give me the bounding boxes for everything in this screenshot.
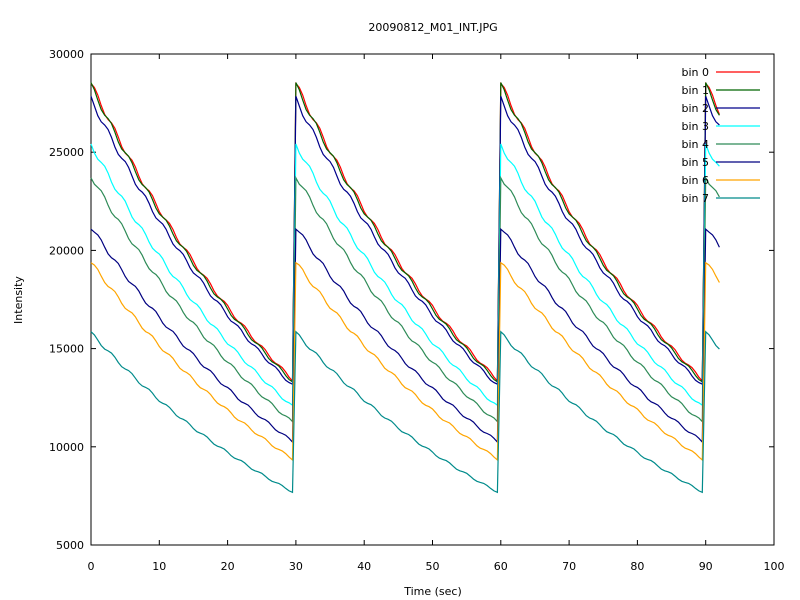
x-tick-label: 50 [426, 560, 440, 573]
y-tick-label: 25000 [49, 146, 84, 159]
x-tick-label: 0 [88, 560, 95, 573]
series-line-bin-6 [90, 261, 720, 462]
legend-label: bin 5 [681, 156, 709, 169]
series-line-bin-4 [90, 175, 720, 424]
legend-label: bin 3 [681, 120, 709, 133]
plot-frame [90, 53, 775, 546]
x-tick-label: 80 [630, 560, 644, 573]
legend-label: bin 1 [681, 84, 709, 97]
series-line-bin-1 [90, 82, 720, 383]
series-line-bin-5 [90, 227, 720, 444]
x-tick-label: 40 [357, 560, 371, 573]
legend-label: bin 0 [681, 66, 709, 79]
x-tick-label: 10 [152, 560, 166, 573]
y-tick-label: 5000 [56, 539, 84, 552]
y-tick-label: 15000 [49, 343, 84, 356]
legend-label: bin 7 [681, 192, 709, 205]
x-tick-label: 30 [289, 560, 303, 573]
x-tick-label: 100 [764, 560, 785, 573]
series-line-bin-7 [90, 330, 720, 494]
legend-label: bin 2 [681, 102, 709, 115]
legend: bin 0 bin 1 bin 2 bin 3 bin 4 bin 5 bin 6 bin 7 [681, 66, 760, 205]
series-layer [90, 81, 720, 494]
series-line-bin-3 [90, 143, 720, 407]
ticks-layer: 0 10 20 30 40 50 60 70 80 90 100 5000 10000 15000 2000… [49, 48, 785, 573]
legend-label: bin 4 [681, 138, 709, 151]
series-line-bin-0 [90, 81, 720, 383]
y-axis-label: Intensity [12, 276, 25, 324]
x-tick-label: 20 [221, 560, 235, 573]
legend-label: bin 6 [681, 174, 709, 187]
y-tick-label: 30000 [49, 48, 84, 61]
y-tick-label: 20000 [49, 244, 84, 257]
x-tick-label: 70 [562, 560, 576, 573]
series-line-bin-2 [90, 96, 720, 386]
x-axis-label: Time (sec) [403, 585, 462, 598]
y-tick-label: 10000 [49, 441, 84, 454]
x-tick-label: 60 [494, 560, 508, 573]
chart-title: 20090812_M01_INT.JPG [368, 21, 497, 34]
x-tick-label: 90 [699, 560, 713, 573]
